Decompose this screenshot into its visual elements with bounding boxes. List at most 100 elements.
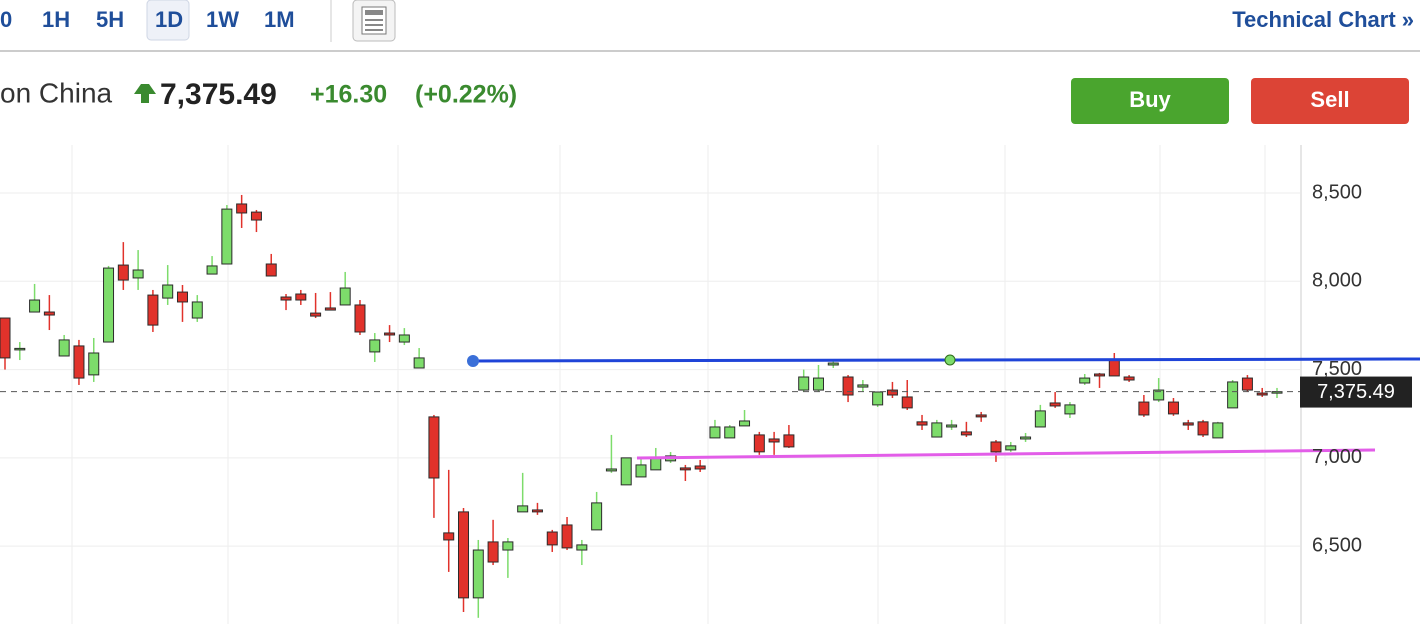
candle-body [1153,389,1165,401]
candle-body [975,414,987,418]
y-tick-label: 6,500 [1312,534,1362,556]
candle-body [1034,410,1046,428]
candle-body [709,426,721,439]
technical-chart-link[interactable]: Technical Chart » [1232,7,1414,32]
y-tick-label: 8,500 [1312,181,1362,203]
candle-body [724,426,736,439]
sell-button[interactable] [1251,78,1409,124]
candle-body [58,339,70,357]
interval-tab[interactable]: 5H [96,7,124,32]
last-price-label: 7,375.49 [1317,381,1395,403]
buy-label[interactable]: Buy [1129,87,1171,112]
up-arrow [134,84,156,103]
trend-handle[interactable] [467,355,479,367]
candle-body [605,468,617,472]
candle-body [768,438,780,443]
candle-body [324,307,336,311]
candle-body [561,524,573,549]
candle-body [812,377,824,391]
candle-body [384,332,396,336]
interval-tab[interactable]: 1M [264,7,295,32]
candle-body [14,347,26,351]
candle-body [1256,392,1268,396]
candle-body [753,434,765,453]
candle-body [88,352,100,376]
candle-body [827,362,839,366]
candle-body [1227,381,1239,409]
candle-body [1094,373,1106,377]
candle-body [413,357,425,369]
candle-body [1138,401,1150,416]
selected-interval-bg [146,0,190,41]
candle-body [1020,436,1032,440]
candle-body [1079,377,1091,384]
plot [0,192,1300,618]
trend-handle[interactable] [944,354,956,366]
candle-body [679,467,691,471]
drawings [467,354,1420,460]
candle-body [103,267,115,343]
candle-body [176,291,188,303]
candle-body [1123,376,1135,381]
layout-icon[interactable] [352,0,396,42]
candle-body [147,294,159,326]
candle-body [443,532,455,541]
candle-body [250,211,262,221]
candle-body [43,311,55,316]
candle-body [1197,421,1209,436]
candle-body [517,505,529,513]
candle-body [221,208,233,265]
candle-body [428,416,440,479]
candle-body [1005,445,1017,451]
candle-body [339,287,351,306]
trend-line[interactable] [636,448,1376,460]
candle-body [132,269,144,279]
candle-body [1108,359,1120,377]
candle-body [280,296,292,301]
candle-body [783,434,795,448]
candle-body [591,502,603,531]
candle-body [576,544,588,551]
candle-body [162,284,174,299]
sell-label[interactable]: Sell [1310,87,1349,112]
candle-body [487,541,499,563]
candle-body [398,334,410,343]
y-tick-label: 7,000 [1312,446,1362,468]
change: +16.30 [310,81,387,109]
y-tick-label: 8,000 [1312,270,1362,292]
candle-body [546,531,558,546]
interval-tab[interactable]: 1D [155,7,183,32]
y-tick-label: 7,500 [1312,358,1362,380]
interval-tab[interactable]: 1H [42,7,70,32]
candle-body [798,376,810,391]
candle-body [117,264,129,281]
price: 7,375.49 [160,78,277,111]
candle-body [946,424,958,428]
candle-body [369,339,381,353]
candle-body [472,549,484,599]
candle-body [1049,402,1061,407]
candle-body [916,421,928,426]
change-pct: (+0.22%) [415,81,517,109]
candle-body [650,457,662,471]
buy-button[interactable] [1071,78,1229,124]
candle-body [620,457,632,486]
candle-body [29,299,41,313]
last-price-box [1300,376,1412,408]
candle-body [931,422,943,438]
candle-body [1064,404,1076,415]
candle-body [635,464,647,478]
candle-body [295,293,307,301]
candle-body [458,511,470,599]
candle-body [73,345,85,379]
candle-body [502,541,514,551]
candle-body [206,265,218,275]
candle-body [990,441,1002,453]
interval-tab[interactable]: 0 [0,7,12,32]
instrument-name: on China [0,77,113,108]
interval-tab[interactable]: 1W [206,7,239,32]
candle-body [886,389,898,396]
candle-body [531,509,543,513]
